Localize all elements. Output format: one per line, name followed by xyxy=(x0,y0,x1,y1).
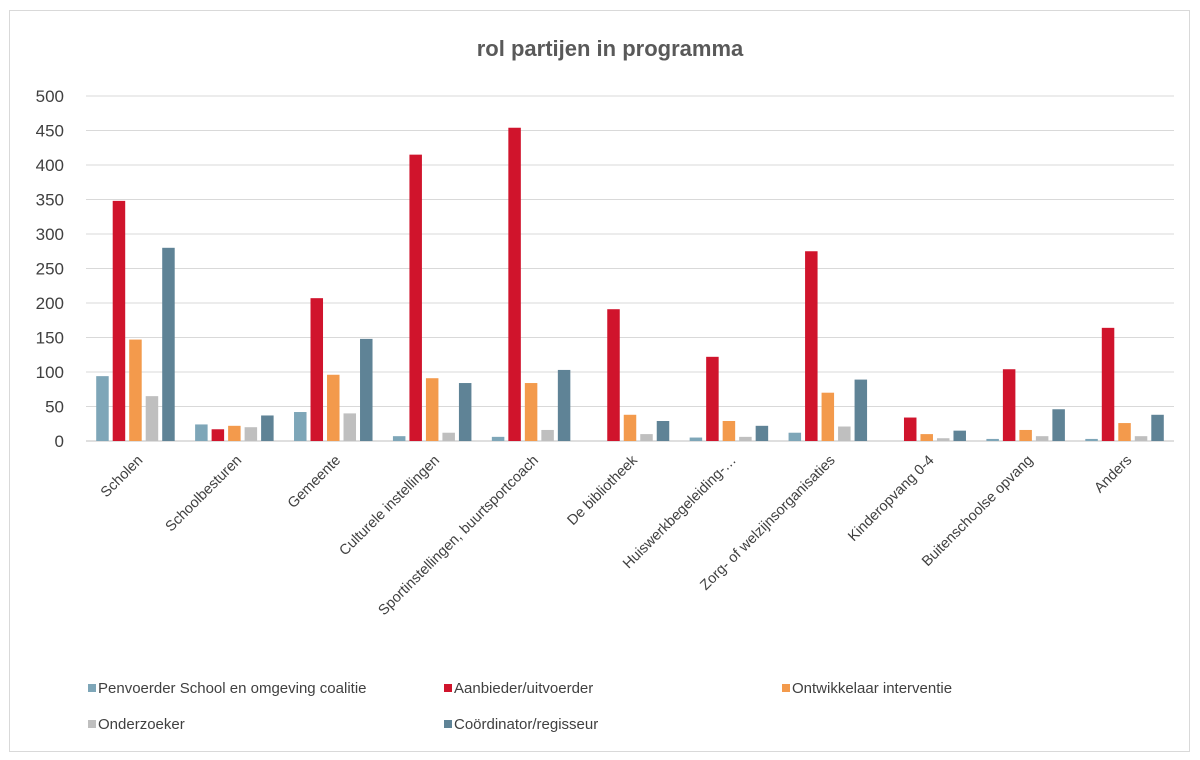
x-category-label: Sportinstellingen, buurtsportcoach xyxy=(376,453,542,619)
bar-2-8 xyxy=(805,251,818,441)
legend-swatch xyxy=(444,684,452,692)
legend-swatch xyxy=(88,720,96,728)
bar-5-1 xyxy=(162,247,175,441)
bar-1-7 xyxy=(689,437,703,441)
bar-5-3 xyxy=(360,338,373,441)
bar-4-11 xyxy=(1134,436,1148,441)
x-category-label: Kinderopvang 0-4 xyxy=(845,453,937,545)
chart-frame: rol partijen in programma 0 50 100 150 200 25… xyxy=(9,10,1190,752)
bar-1-4 xyxy=(392,436,406,441)
bar-4-3 xyxy=(343,413,357,441)
y-tick-label: 450 xyxy=(36,122,64,141)
legend-label: Penvoerder School en omgeving coalitie xyxy=(98,680,367,697)
bar-4-6 xyxy=(640,434,653,441)
x-category-label: Schoolbesturen xyxy=(163,453,246,536)
bar-4-9 xyxy=(936,438,950,441)
y-tick-label: 500 xyxy=(36,87,64,106)
bar-5-9 xyxy=(953,430,966,441)
legend: Penvoerder School en omgeving coalitie Aa… xyxy=(88,680,952,733)
bar-5-5 xyxy=(557,369,571,441)
legend-label: Coördinator/regisseur xyxy=(454,716,598,733)
bar-5-10 xyxy=(1052,409,1065,441)
chart-title: rol partijen in programma xyxy=(477,36,744,61)
bars xyxy=(96,127,1164,442)
y-tick-label: 150 xyxy=(36,329,64,348)
bar-1-8 xyxy=(788,432,802,441)
bar-2-10 xyxy=(1002,369,1016,441)
bar-1-3 xyxy=(294,412,307,441)
y-axis-ticks: 0 50 100 150 200 250 300 350 400 450 500 xyxy=(36,87,64,451)
bar-1-11 xyxy=(1085,438,1098,441)
bar-5-2 xyxy=(261,415,274,441)
bar-3-6 xyxy=(623,414,637,441)
bar-3-1 xyxy=(129,339,142,441)
y-tick-label: 50 xyxy=(45,398,64,417)
bar-5-11 xyxy=(1151,414,1164,441)
bar-4-8 xyxy=(838,426,851,441)
y-tick-label: 250 xyxy=(36,260,64,279)
bar-2-7 xyxy=(706,356,719,441)
bar-2-1 xyxy=(112,200,126,441)
bar-5-8 xyxy=(854,379,868,441)
y-tick-label: 400 xyxy=(36,156,64,175)
bar-2-11 xyxy=(1101,327,1115,441)
legend-swatch xyxy=(782,684,790,692)
bar-3-10 xyxy=(1019,429,1032,441)
x-category-label: Scholen xyxy=(98,453,146,501)
y-tick-label: 100 xyxy=(36,363,64,382)
bar-4-5 xyxy=(541,429,554,441)
bar-4-2 xyxy=(244,427,258,441)
gridlines xyxy=(86,95,1174,442)
bar-2-5 xyxy=(508,127,521,442)
y-tick-label: 300 xyxy=(36,225,64,244)
bar-4-4 xyxy=(442,432,455,441)
y-tick-label: 350 xyxy=(36,191,64,210)
bar-3-3 xyxy=(327,374,340,441)
bar-4-7 xyxy=(739,436,752,441)
bar-4-10 xyxy=(1035,436,1049,441)
bar-2-3 xyxy=(310,298,324,441)
x-category-label: Anders xyxy=(1092,453,1136,497)
bar-3-7 xyxy=(722,420,736,441)
legend-swatch xyxy=(88,684,96,692)
x-category-label: Culturele instellingen xyxy=(337,453,443,559)
y-tick-label: 0 xyxy=(55,432,64,451)
bar-5-4 xyxy=(458,383,472,441)
bar-3-5 xyxy=(524,383,538,441)
bar-3-11 xyxy=(1118,423,1131,441)
legend-label: Onderzoeker xyxy=(98,716,185,733)
legend-swatch xyxy=(444,720,452,728)
bar-chart: rol partijen in programma 0 50 100 150 200 25… xyxy=(36,36,1174,733)
x-category-label: Buitenschoolse opvang xyxy=(919,453,1036,570)
bar-2-6 xyxy=(607,309,620,441)
bar-5-7 xyxy=(755,425,769,441)
bar-3-8 xyxy=(821,392,835,441)
x-category-label: Huiswerkbegeleiding-… xyxy=(620,453,740,573)
bar-1-2 xyxy=(195,424,208,441)
bar-2-9 xyxy=(903,417,917,441)
x-category-label: Gemeente xyxy=(285,453,344,512)
bar-1-10 xyxy=(986,438,999,441)
bar-2-2 xyxy=(211,429,225,441)
bar-3-9 xyxy=(920,434,933,441)
bar-1-1 xyxy=(96,376,109,441)
y-tick-label: 200 xyxy=(36,294,64,313)
legend-label: Ontwikkelaar interventie xyxy=(792,680,952,697)
bar-4-1 xyxy=(145,396,159,441)
x-category-label: De bibliotheek xyxy=(565,452,642,529)
legend-label: Aanbieder/uitvoerder xyxy=(454,680,593,697)
bar-3-2 xyxy=(228,425,241,441)
bar-2-4 xyxy=(409,154,422,441)
bar-3-4 xyxy=(425,378,439,441)
bar-1-5 xyxy=(491,436,505,441)
bar-5-6 xyxy=(656,420,670,441)
